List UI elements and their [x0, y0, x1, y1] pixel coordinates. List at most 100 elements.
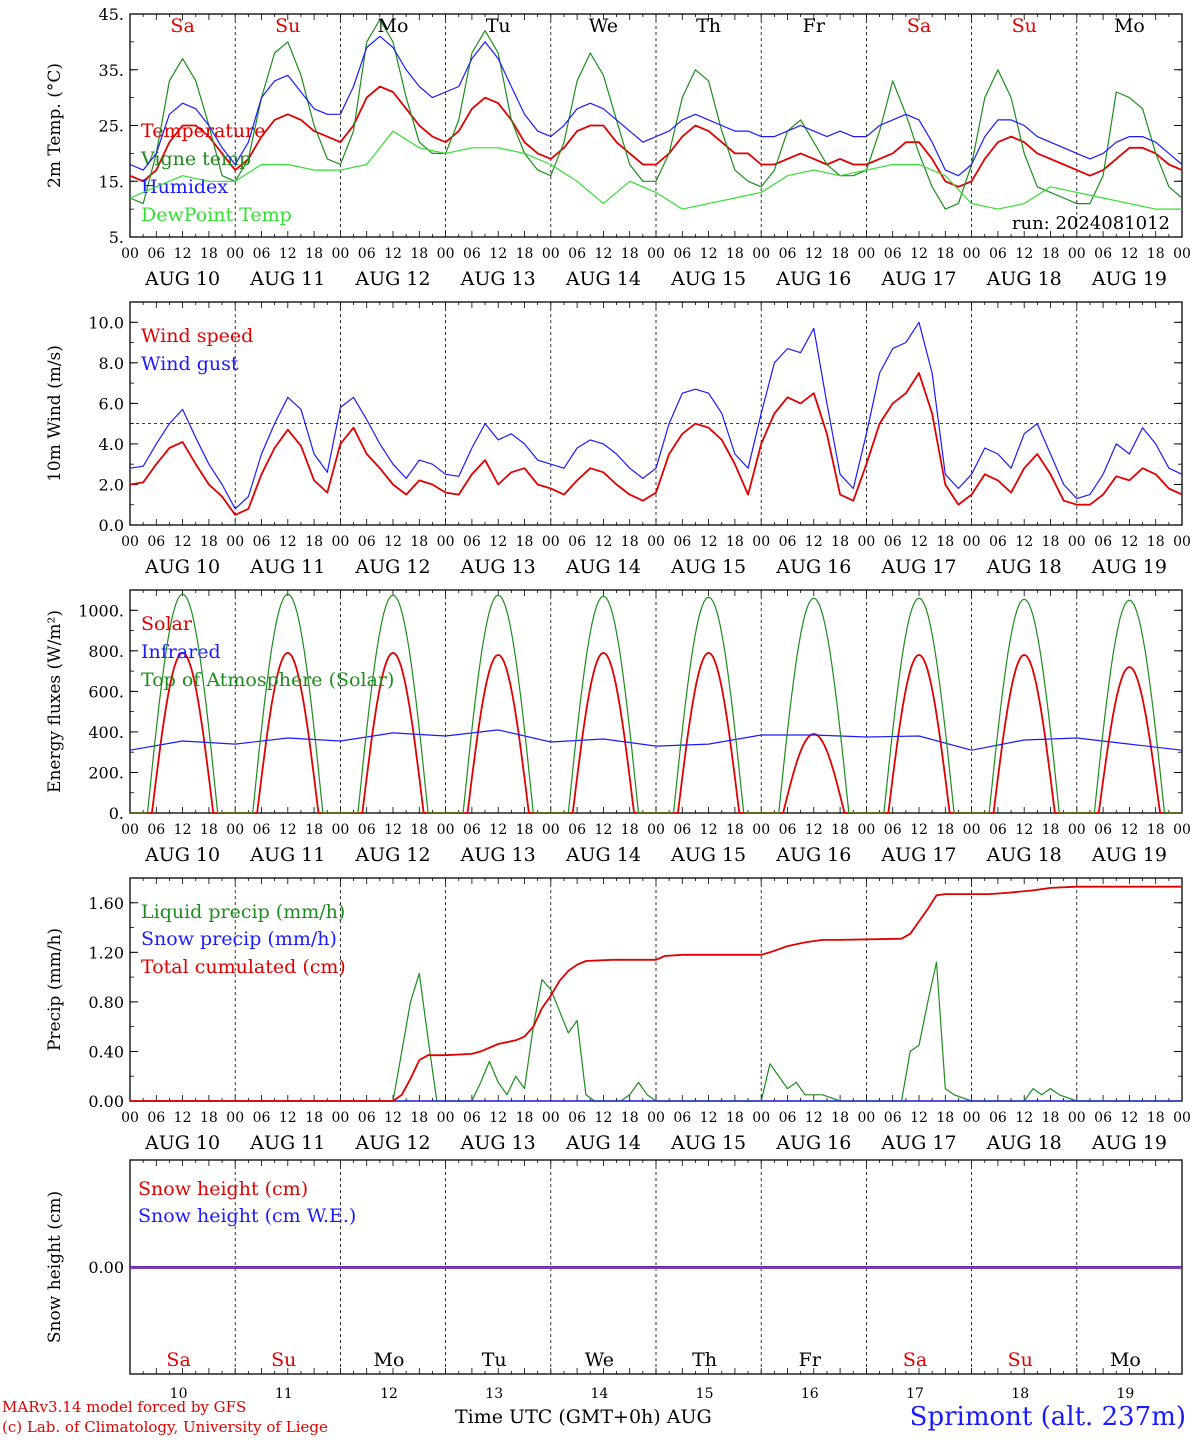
series-line-dewpoint-temp — [129, 130, 1182, 210]
hour-tick-label: 00 — [542, 822, 560, 838]
day-number-label: 18 — [1011, 1386, 1029, 1402]
hour-tick-label: 06 — [673, 1110, 691, 1126]
hour-tick-label: 00 — [963, 822, 981, 838]
hour-tick-label: 18 — [200, 534, 218, 550]
hour-tick-label: 12 — [1015, 1110, 1033, 1126]
hour-tick-label: 06 — [884, 822, 902, 838]
hour-tick-label: 00 — [963, 246, 981, 262]
y-axis-label: Snow height (cm) — [45, 1191, 65, 1343]
hour-tick-label: 12 — [910, 534, 928, 550]
hour-tick-label: 06 — [1094, 1110, 1112, 1126]
hour-tick-label: 18 — [621, 1110, 639, 1126]
date-label: AUG 14 — [565, 268, 641, 290]
hour-tick-label: 12 — [805, 246, 823, 262]
y-tick-label: 0.0 — [99, 516, 124, 535]
weekday-label-bottom: Sa — [166, 1349, 190, 1371]
weekday-label-top: Fr — [803, 15, 826, 37]
date-label: AUG 10 — [144, 844, 220, 866]
hour-tick-label: 12 — [910, 822, 928, 838]
x-title-month: AUG — [666, 1406, 712, 1428]
hour-tick-label: 06 — [1094, 246, 1112, 262]
date-label: AUG 19 — [1091, 844, 1167, 866]
hour-tick-label: 18 — [1042, 246, 1060, 262]
hour-tick-label: 18 — [1042, 1110, 1060, 1126]
hour-tick-label: 00 — [1173, 246, 1191, 262]
hour-tick-label: 18 — [831, 1110, 849, 1126]
hour-tick-label: 18 — [1147, 822, 1165, 838]
hour-tick-label: 06 — [1094, 534, 1112, 550]
hour-tick-label: 00 — [331, 822, 349, 838]
hour-tick-label: 06 — [147, 1110, 165, 1126]
hour-tick-label: 12 — [174, 822, 192, 838]
y-tick-label: 2.0 — [99, 475, 124, 494]
hour-tick-label: 00 — [963, 534, 981, 550]
hour-tick-label: 06 — [463, 534, 481, 550]
hour-tick-label: 12 — [384, 1110, 402, 1126]
hour-tick-label: 12 — [1015, 534, 1033, 550]
hour-tick-label: 00 — [752, 822, 770, 838]
hour-tick-label: 12 — [279, 246, 297, 262]
date-label: AUG 14 — [565, 556, 641, 578]
hour-tick-label: 18 — [1042, 822, 1060, 838]
hour-tick-label: 18 — [200, 822, 218, 838]
date-label: AUG 10 — [144, 268, 220, 290]
weekday-label-top: Tu — [486, 15, 511, 37]
legend-entry: Top of Atmosphere (Solar) — [141, 669, 394, 691]
hour-tick-label: 00 — [542, 534, 560, 550]
hour-tick-label: 18 — [305, 1110, 323, 1126]
y-tick-label: 10.0 — [88, 313, 124, 332]
hour-tick-label: 12 — [700, 822, 718, 838]
hour-tick-label: 06 — [358, 534, 376, 550]
hour-tick-label: 00 — [857, 822, 875, 838]
panel-frame-2 — [129, 589, 1183, 814]
hour-tick-label: 18 — [200, 246, 218, 262]
hour-tick-label: 00 — [331, 1110, 349, 1126]
series-line-wind-gust — [129, 321, 1183, 510]
hour-tick-label: 00 — [437, 534, 455, 550]
weekday-label-bottom: Tu — [482, 1349, 507, 1371]
day-number-label: 17 — [906, 1386, 924, 1402]
date-label: AUG 15 — [670, 1132, 746, 1154]
date-label: AUG 13 — [460, 1132, 536, 1154]
y-tick-label: 600. — [88, 682, 124, 701]
date-label: AUG 11 — [249, 556, 325, 578]
y-tick-label: 4.0 — [99, 435, 124, 454]
hour-tick-label: 00 — [542, 1110, 560, 1126]
y-tick-label: 5. — [109, 228, 124, 247]
hour-tick-label: 06 — [989, 822, 1007, 838]
weekday-label-top: Su — [1012, 15, 1037, 37]
hour-tick-label: 00 — [1068, 822, 1086, 838]
date-label: AUG 11 — [249, 1132, 325, 1154]
hour-tick-label: 06 — [989, 534, 1007, 550]
hour-tick-label: 12 — [805, 1110, 823, 1126]
legend-entry: Snow precip (mm/h) — [141, 928, 337, 950]
hour-tick-label: 06 — [568, 534, 586, 550]
hour-tick-label: 12 — [279, 534, 297, 550]
y-tick-label: 35. — [99, 61, 124, 80]
hour-tick-label: 18 — [831, 246, 849, 262]
date-label: AUG 16 — [775, 268, 851, 290]
x-title-text: Time UTC (GMT+0h) — [455, 1406, 661, 1428]
date-label: AUG 18 — [986, 556, 1062, 578]
hour-tick-label: 06 — [779, 246, 797, 262]
legend-entry: Snow height (cm W.E.) — [138, 1205, 356, 1227]
y-tick-label: 200. — [88, 763, 124, 782]
hour-tick-label: 18 — [516, 246, 534, 262]
weekday-label-top: Sa — [170, 15, 194, 37]
hour-tick-label: 00 — [1068, 534, 1086, 550]
hour-tick-label: 00 — [647, 246, 665, 262]
y-axis-label: Energy fluxes (W/m²) — [45, 610, 65, 793]
date-label: AUG 15 — [670, 556, 746, 578]
hour-tick-label: 00 — [331, 246, 349, 262]
hour-tick-label: 18 — [305, 534, 323, 550]
hour-tick-label: 06 — [463, 246, 481, 262]
hour-tick-label: 12 — [910, 246, 928, 262]
hour-tick-label: 06 — [147, 822, 165, 838]
hour-tick-label: 06 — [253, 1110, 271, 1126]
weekday-label-bottom: Su — [271, 1349, 296, 1371]
y-tick-label: 0.80 — [88, 993, 124, 1012]
hour-tick-label: 18 — [1147, 534, 1165, 550]
day-number-label: 14 — [590, 1386, 608, 1402]
hour-tick-label: 06 — [253, 822, 271, 838]
date-label: AUG 10 — [144, 556, 220, 578]
